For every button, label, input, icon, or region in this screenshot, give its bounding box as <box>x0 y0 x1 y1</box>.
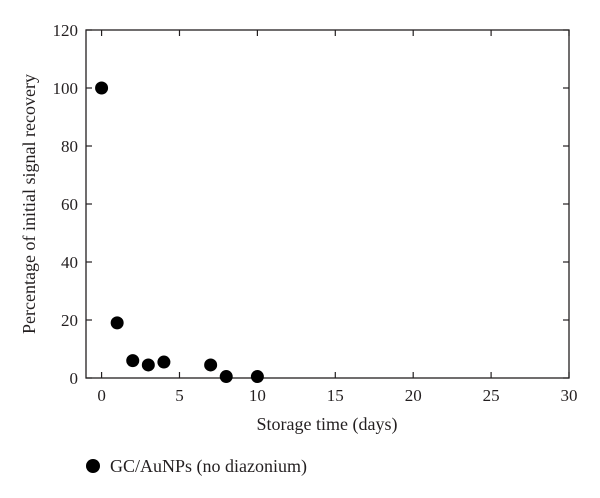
data-point <box>250 370 264 384</box>
x-axis: 0 5 10 15 20 25 30 <box>97 30 578 405</box>
x-tick-label: 30 <box>561 386 578 405</box>
y-tick-label: 40 <box>61 253 78 272</box>
plot-area: 0 5 10 15 20 25 30 0 20 40 60 80 100 120 <box>53 21 578 405</box>
y-tick-label: 120 <box>53 21 79 40</box>
y-axis-title: Percentage of initial signal recovery <box>19 74 39 334</box>
data-point <box>219 370 233 384</box>
legend: GC/AuNPs (no diazonium) <box>86 456 307 477</box>
legend-label: GC/AuNPs (no diazonium) <box>110 456 307 477</box>
y-tick-label: 60 <box>61 195 78 214</box>
x-axis-title: Storage time (days) <box>257 414 398 435</box>
x-tick-label: 0 <box>97 386 106 405</box>
data-point <box>204 358 218 372</box>
y-tick-label: 0 <box>70 369 79 388</box>
x-tick-label: 20 <box>405 386 422 405</box>
data-points <box>95 81 264 384</box>
x-tick-label: 10 <box>249 386 266 405</box>
y-tick-label: 20 <box>61 311 78 330</box>
y-axis: 0 20 40 60 80 100 120 <box>53 21 569 388</box>
x-tick-label: 25 <box>483 386 500 405</box>
x-tick-label: 15 <box>327 386 344 405</box>
data-point <box>95 81 109 95</box>
legend-marker <box>86 459 100 473</box>
data-point <box>110 316 124 330</box>
y-tick-label: 80 <box>61 137 78 156</box>
data-point <box>157 355 171 369</box>
data-point <box>126 354 140 368</box>
x-tick-label: 5 <box>175 386 184 405</box>
y-tick-label: 100 <box>53 79 79 98</box>
plot-frame <box>85 29 570 379</box>
data-point <box>141 358 155 372</box>
